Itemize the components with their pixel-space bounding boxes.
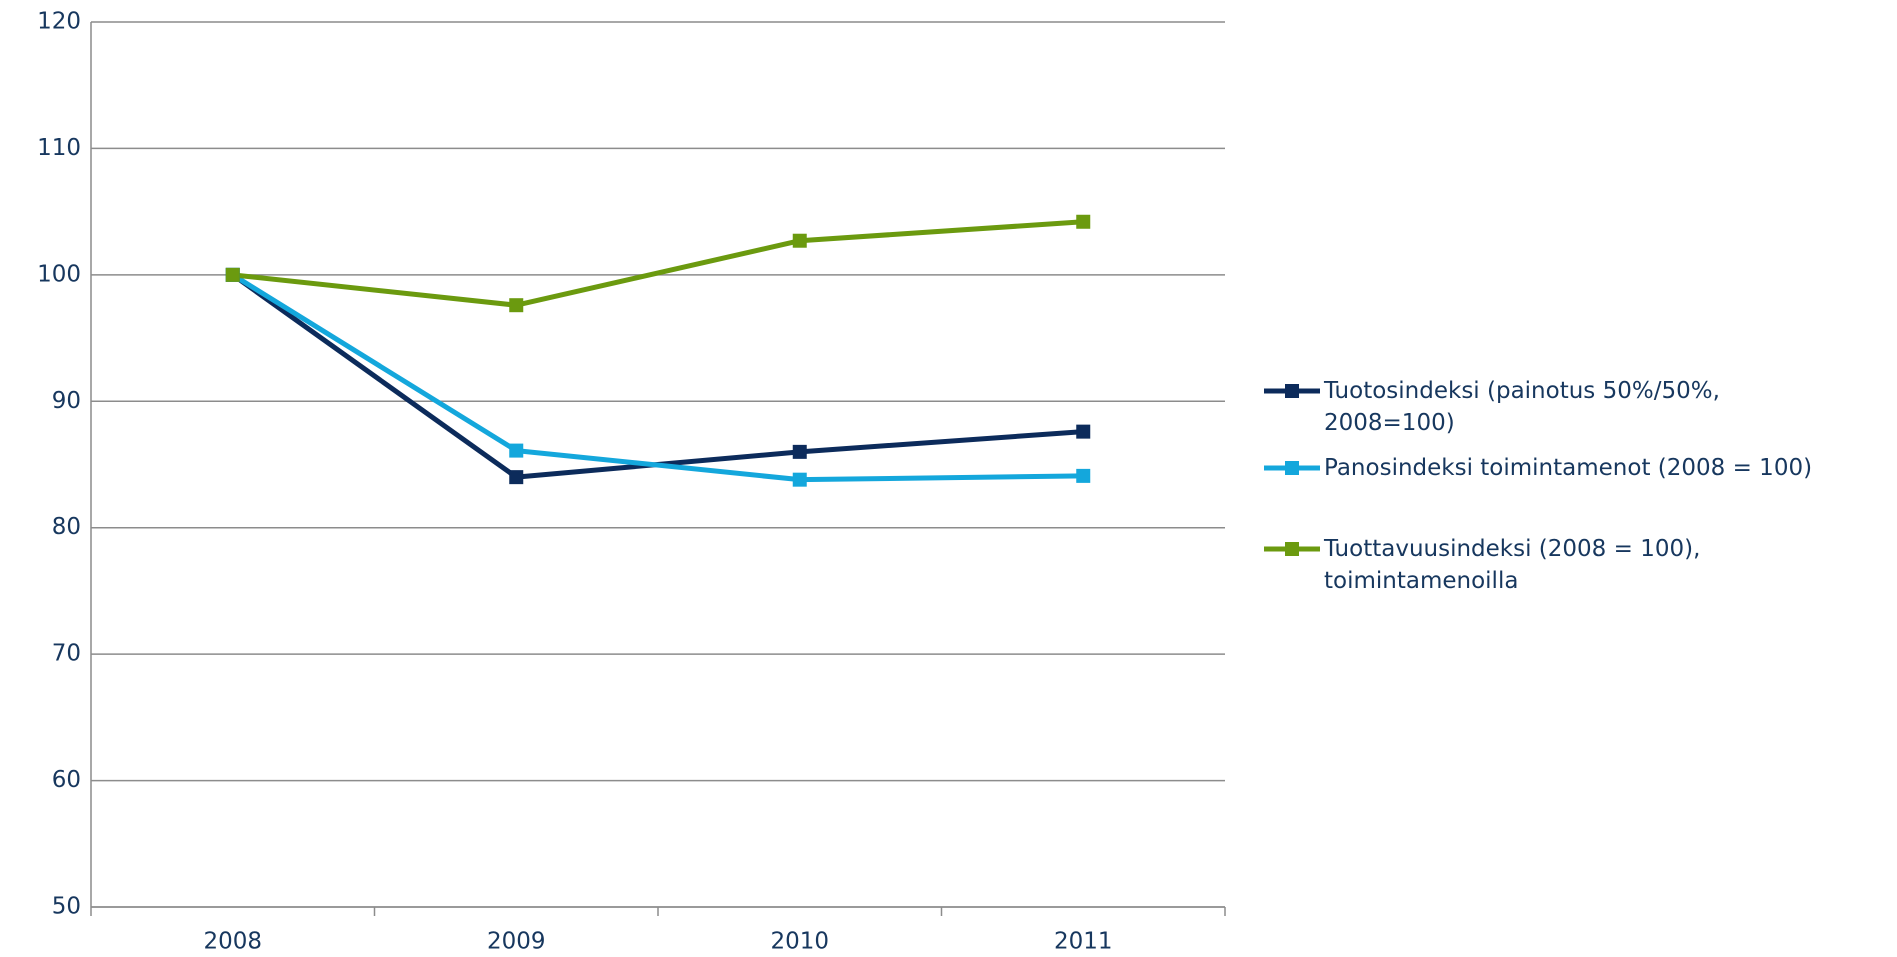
y-tick-label: 60 bbox=[52, 767, 81, 793]
point-marker bbox=[225, 267, 240, 282]
series-line bbox=[231, 272, 1084, 480]
series-line bbox=[231, 272, 1084, 483]
legend-item: Panosindeksi toimintamenot (2008 = 100) bbox=[1262, 452, 1897, 484]
point-marker bbox=[509, 470, 524, 485]
legend-label: Tuottavuusindeksi (2008 = 100), toiminta… bbox=[1324, 536, 1701, 594]
y-tick-label: 80 bbox=[52, 514, 81, 540]
x-tick-label: 2009 bbox=[487, 929, 546, 955]
legend-label: Panosindeksi toimintamenot (2008 = 100) bbox=[1324, 455, 1813, 481]
point-marker bbox=[1076, 468, 1091, 483]
point-marker bbox=[1076, 424, 1091, 439]
x-tick-label: 2011 bbox=[1054, 929, 1113, 955]
y-tick-label: 110 bbox=[37, 135, 81, 161]
legend-swatch bbox=[1264, 384, 1320, 398]
legend-marker bbox=[1285, 542, 1299, 556]
point-marker bbox=[509, 298, 524, 313]
legend-swatch bbox=[1264, 542, 1320, 556]
y-tick-label: 120 bbox=[37, 9, 81, 35]
legend-item: Tuotosindeksi (painotus 50%/50%, 2008=10… bbox=[1262, 375, 1742, 439]
y-tick-label: 100 bbox=[37, 261, 81, 287]
legend-label: Tuotosindeksi (painotus 50%/50%, 2008=10… bbox=[1324, 378, 1720, 436]
point-marker bbox=[509, 443, 524, 458]
legend-marker bbox=[1285, 384, 1299, 398]
series-line bbox=[232, 219, 1084, 308]
x-tick-label: 2008 bbox=[203, 929, 262, 955]
legend-item: Tuottavuusindeksi (2008 = 100), toiminta… bbox=[1262, 533, 1742, 597]
legend-marker bbox=[1285, 461, 1299, 475]
point-marker bbox=[792, 233, 807, 248]
point-marker bbox=[792, 444, 807, 459]
y-tick-label: 50 bbox=[52, 894, 81, 920]
y-tick-label: 90 bbox=[52, 388, 81, 414]
x-tick-label: 2010 bbox=[770, 929, 829, 955]
point-marker bbox=[792, 472, 807, 487]
legend-swatch bbox=[1264, 461, 1320, 475]
y-tick-label: 70 bbox=[52, 641, 81, 667]
point-marker bbox=[1076, 214, 1091, 229]
